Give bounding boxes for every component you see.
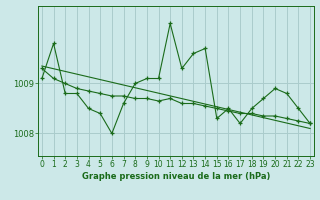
X-axis label: Graphe pression niveau de la mer (hPa): Graphe pression niveau de la mer (hPa): [82, 172, 270, 181]
